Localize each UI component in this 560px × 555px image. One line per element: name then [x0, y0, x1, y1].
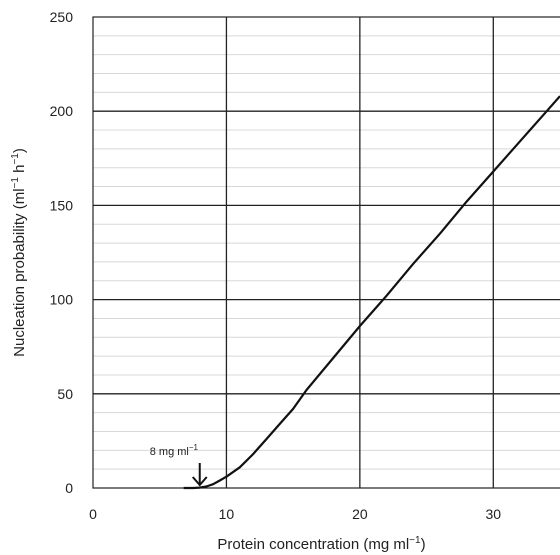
y-tick-label: 150 [50, 197, 74, 213]
x-tick-label: 10 [219, 506, 235, 522]
major-gridlines [93, 17, 560, 488]
x-tick-labels: 0 10 20 30 [89, 506, 501, 522]
x-tick-label: 30 [485, 506, 501, 522]
series-group [183, 95, 560, 490]
y-axis-title: Nucleation probability (ml−1 h−1) [10, 148, 28, 357]
y-axis-title-end: ) [11, 148, 28, 153]
y-tick-label: 0 [65, 480, 73, 496]
annotation-arrow-head [191, 476, 208, 487]
annotation-label-sup: −1 [189, 443, 199, 452]
y-tick-label: 100 [50, 292, 74, 308]
x-axis-title-sup: −1 [409, 535, 421, 546]
y-axis-title-sup1: −1 [10, 177, 21, 189]
annotation-label: 8 mg ml−1 [150, 443, 199, 458]
annotation-label-main: 8 mg ml [150, 446, 189, 458]
y-tick-label: 200 [50, 103, 74, 119]
x-axis-title-end: ) [421, 536, 426, 553]
y-tick-label: 50 [57, 386, 73, 402]
y-axis-title-sup2: −1 [10, 153, 21, 165]
x-tick-label: 0 [89, 506, 97, 522]
x-axis-title: Protein concentration (mg ml−1) [217, 535, 425, 553]
y-tick-label: 250 [50, 9, 74, 25]
y-axis-title-mid: h [11, 165, 28, 178]
plot-frame [92, 16, 560, 489]
x-tick-label: 20 [352, 506, 368, 522]
x-axis-title-main: Protein concentration (mg ml [217, 536, 409, 553]
annotation-group: 8 mg ml−1 [150, 443, 208, 487]
series-line [183, 95, 560, 490]
y-tick-labels: 0 50 100 150 200 250 [50, 9, 74, 496]
y-axis-title-main: Nucleation probability (ml [11, 188, 28, 356]
minor-gridlines [93, 35, 560, 470]
